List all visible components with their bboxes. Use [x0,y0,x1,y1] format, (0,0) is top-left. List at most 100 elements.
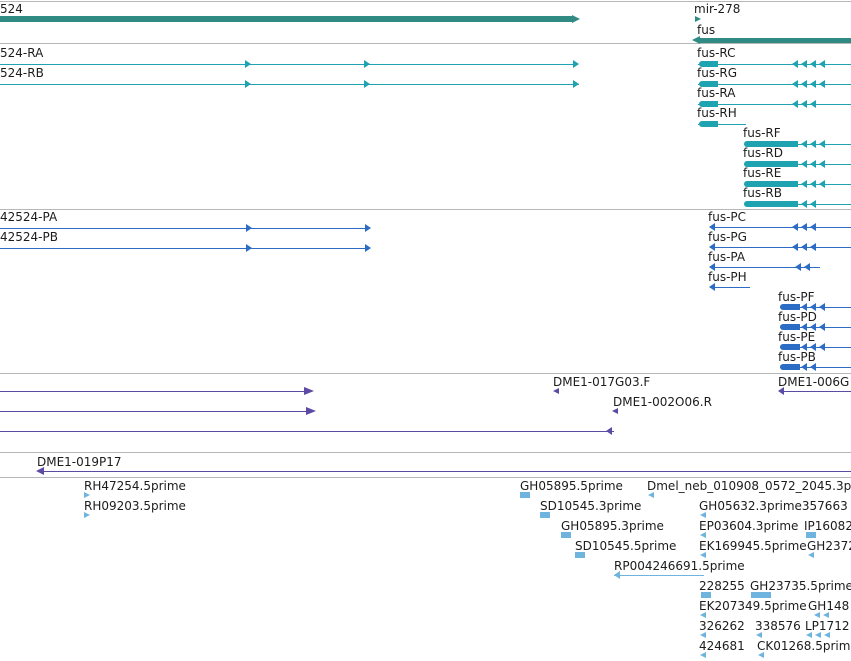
transcript-label-fus-re[interactable]: fus-RE [743,166,782,180]
alignment-arrow-icon [304,387,314,395]
strand-arrow-icon [364,80,370,88]
protein-label-fus-pc[interactable]: fus-PC [708,210,747,224]
protein-label-fus-pg[interactable]: fus-PG [708,230,747,244]
strand-arrow-icon [801,160,807,168]
est-label[interactable]: EP03604.3prime [699,519,799,533]
protein-label-fus-pb[interactable]: fus-PB [778,350,816,364]
protein-label-fus-pd[interactable]: fus-PD [778,310,817,324]
est-arrow-icon [648,492,654,498]
fus-gene-bar[interactable] [699,38,851,43]
est-label[interactable]: LP1712 [805,619,850,633]
strand-arrow-icon [819,323,825,331]
est-feature-block[interactable] [561,532,571,538]
est-label[interactable]: GH148 [808,599,850,613]
est-label[interactable]: 326262 [699,619,745,633]
est-label[interactable]: GH23735.5prime [750,579,851,593]
est-label[interactable]: RH09203.5prime [84,499,186,513]
est-arrow-icon [808,552,814,558]
protein-block[interactable] [780,324,800,330]
protein-label-pa[interactable]: 42524-PA [0,210,58,224]
est-label[interactable]: CK01268.5prime [757,639,851,653]
est-arrow-icon [814,612,820,618]
est-feature-icon [84,492,90,498]
alignment-label-006g[interactable]: DME1-006G [778,375,850,389]
exon-block[interactable] [699,61,718,67]
protein-label-fus-ph[interactable]: fus-PH [708,270,747,284]
alignment-line [780,391,851,392]
est-feature-block[interactable] [575,552,585,558]
exon-block[interactable] [744,141,798,147]
est-label[interactable]: GH2372 [807,539,851,553]
protein-label-fus-pa[interactable]: fus-PA [708,250,746,264]
est-arrow-icon [823,612,829,618]
est-feature-block[interactable] [540,512,550,518]
exon-block[interactable] [699,121,718,127]
exon-block[interactable] [744,201,798,207]
track-divider [0,452,851,453]
strand-arrow-icon [810,80,816,88]
est-arrow-icon [824,632,830,638]
est-arrow-icon [756,632,762,638]
est-feature-block[interactable] [520,492,530,498]
est-label[interactable]: 228255 [699,579,745,593]
gene-label-left[interactable]: 524 [0,2,23,16]
est-label[interactable]: IP16082 [804,519,851,533]
strand-arrow-icon [810,363,816,371]
protein-block[interactable] [780,364,800,370]
transcript-label-fus-rh[interactable]: fus-RH [697,106,737,120]
strand-arrow-icon [819,140,825,148]
alignment-label-019p17[interactable]: DME1-019P17 [37,455,122,469]
transcript-label-ra[interactable]: 524-RA [0,46,44,60]
fus-strand-arrow [692,36,700,44]
protein-label-fus-pe[interactable]: fus-PE [778,330,816,344]
est-label[interactable]: RH47254.5prime [84,479,186,493]
protein-block[interactable] [780,344,800,350]
alignment-label-002o06[interactable]: DME1-002O06.R [613,395,712,409]
strand-arrow-icon [245,60,251,68]
strand-arrow-icon [792,223,798,231]
gene-feature-bar[interactable] [0,16,575,22]
transcript-label-fus-rd[interactable]: fus-RD [743,146,783,160]
strand-arrow-icon [801,303,807,311]
strand-arrow-icon [245,80,251,88]
transcript-label-fus-rb[interactable]: fus-RB [743,186,782,200]
est-arrow-icon [700,632,706,638]
est-label[interactable]: GH05632.3prime357663 [699,499,848,513]
track-divider [0,1,851,2]
est-arrow-icon [700,612,706,618]
est-arrow-icon [700,532,706,538]
protein-label-pb[interactable]: 42524-PB [0,230,58,244]
est-label[interactable]: 338576 [755,619,801,633]
est-label[interactable]: 424681 [699,639,745,653]
est-label[interactable]: Dmel_neb_010908_0572_2045.3p [647,479,851,493]
gene-label-mir278[interactable]: mir-278 [694,2,741,16]
transcript-label-fus-rc[interactable]: fus-RC [697,46,736,60]
est-label[interactable]: RP004246691.5prime [614,559,745,573]
est-label[interactable]: SD10545.5prime [575,539,677,553]
transcript-label-fus-rf[interactable]: fus-RF [743,126,781,140]
transcript-label-fus-ra[interactable]: fus-RA [697,86,736,100]
exon-block[interactable] [744,181,798,187]
strand-arrow-icon [709,283,715,291]
gene-label-fus[interactable]: fus [697,23,716,37]
est-label[interactable]: EK169945.5prime [699,539,807,553]
est-arrow-icon [806,632,812,638]
est-label[interactable]: GH05895.5prime [520,479,623,493]
transcript-label-fus-rg[interactable]: fus-RG [697,66,738,80]
exon-block[interactable] [699,81,718,87]
exon-block[interactable] [699,101,718,107]
est-label[interactable]: SD10545.3prime [540,499,642,513]
strand-arrow-icon [364,60,370,68]
protein-block[interactable] [780,304,800,310]
est-feature-block[interactable] [806,532,816,538]
est-label[interactable]: GH05895.3prime [561,519,664,533]
est-feature-block[interactable] [701,592,711,598]
transcript-label-rb[interactable]: 524-RB [0,66,44,80]
est-label[interactable]: EK207349.5prime [699,599,807,613]
exon-block[interactable] [744,161,798,167]
protein-label-fus-pf[interactable]: fus-PF [778,290,815,304]
alignment-label-017g03[interactable]: DME1-017G03.F [553,375,651,389]
fus-protein-line [710,227,851,228]
est-feature-block[interactable] [751,592,771,598]
